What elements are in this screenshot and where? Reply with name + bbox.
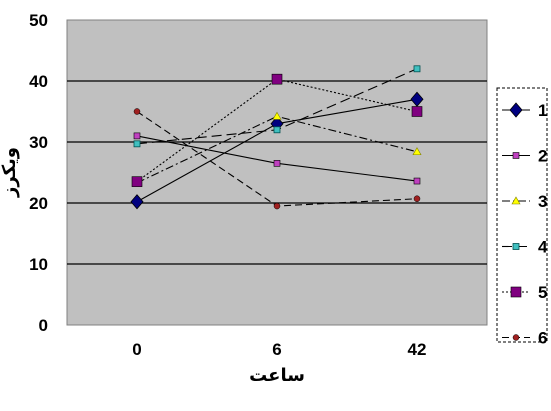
data-point <box>511 196 521 205</box>
y-axis-title: ویکرز <box>0 147 20 198</box>
data-point <box>271 73 283 85</box>
data-point <box>413 65 421 73</box>
legend-box <box>496 87 548 343</box>
legend-item-6: 6 <box>502 329 547 348</box>
legend-item-1: 1 <box>502 101 547 120</box>
legend-label: 3 <box>538 192 547 211</box>
data-point <box>512 152 520 159</box>
legend-label: 2 <box>538 147 547 166</box>
data-point <box>272 111 282 120</box>
data-point <box>133 140 141 148</box>
data-point <box>510 286 522 298</box>
series-line-3 <box>136 115 418 184</box>
series-markers <box>130 65 424 210</box>
legend-label: 1 <box>538 101 547 120</box>
data-point <box>412 147 422 156</box>
y-tick-label: 40 <box>29 72 48 91</box>
y-tick-label: 20 <box>29 194 48 213</box>
data-point <box>130 194 144 210</box>
legend-label: 5 <box>538 283 547 302</box>
data-point <box>273 160 281 167</box>
data-point <box>512 243 520 250</box>
x-tick-label: 42 <box>408 340 427 359</box>
data-point <box>273 202 281 210</box>
y-tick-labels: 0 10 20 30 40 50 <box>29 11 48 335</box>
y-tick-label: 30 <box>29 133 48 152</box>
legend-item-4: 4 <box>502 238 548 257</box>
plot-area <box>66 19 488 326</box>
x-tick-label: 0 <box>132 340 141 359</box>
legend-item-3: 3 <box>502 192 547 211</box>
legend-item-5: 5 <box>502 283 547 302</box>
legend-item-2: 2 <box>502 147 547 166</box>
data-point <box>411 106 423 117</box>
data-point <box>273 126 281 134</box>
legend: 1 2 3 4 5 6 <box>502 101 548 348</box>
data-point <box>413 195 421 202</box>
data-point <box>413 177 421 185</box>
data-point <box>133 108 141 115</box>
y-tick-label: 10 <box>29 255 48 274</box>
x-axis-title: ساعت <box>249 365 305 386</box>
y-tick-label: 50 <box>29 11 48 30</box>
data-point <box>512 334 520 341</box>
data-point <box>509 102 523 118</box>
data-point <box>131 176 143 187</box>
x-tick-labels: 0 6 42 <box>132 340 426 359</box>
legend-label: 4 <box>538 238 548 257</box>
y-tick-label: 0 <box>39 316 48 335</box>
x-tick-label: 6 <box>272 340 281 359</box>
legend-label: 6 <box>538 329 547 348</box>
data-point <box>133 132 141 140</box>
